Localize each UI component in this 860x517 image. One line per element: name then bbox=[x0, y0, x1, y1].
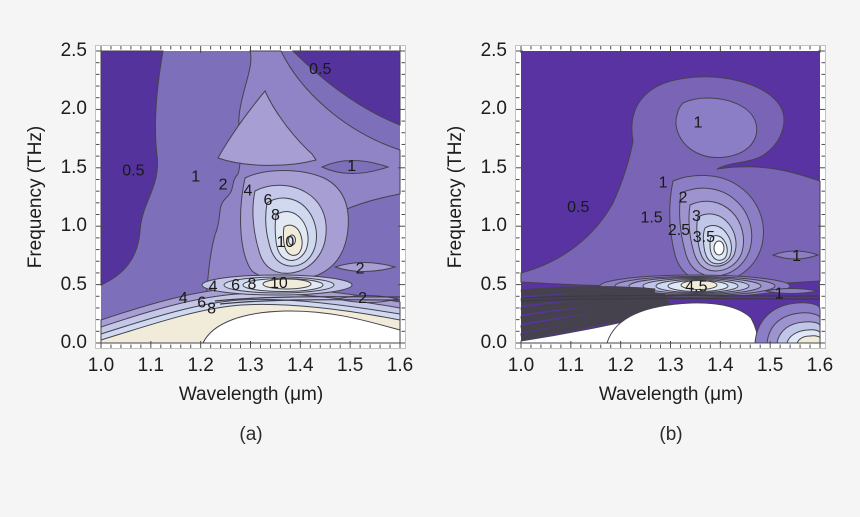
y-tick-label: 1.0 bbox=[480, 215, 507, 237]
y-axis-title: Frequency (THz) bbox=[445, 125, 466, 269]
contour-band bbox=[202, 310, 401, 344]
y-tick-label: 0.5 bbox=[480, 273, 507, 295]
y-tick-label: 1.5 bbox=[60, 156, 87, 178]
panel-b: 1 0.5 1 2 1.5 3 2.5 3.5 4.5 1 1 Frequency (THz) Wa… bbox=[420, 0, 850, 517]
x-axis-title: Wavelength (μm) bbox=[598, 384, 744, 405]
x-axis-title: Wavelength (μm) bbox=[178, 384, 324, 405]
contour-level-label: 1 bbox=[191, 168, 200, 185]
contour-level-label: 1 bbox=[659, 174, 668, 191]
y-tick-label: 2.0 bbox=[480, 98, 507, 120]
contour-level-label: 1 bbox=[775, 285, 784, 302]
contour-level-label: 2 bbox=[356, 261, 365, 278]
contour-level-label: 8 bbox=[271, 207, 280, 224]
plot-frame bbox=[515, 45, 826, 349]
y-tick-label: 1.5 bbox=[480, 156, 507, 178]
contour-level-label: 6 bbox=[231, 277, 240, 294]
x-tick-label: 1.6 bbox=[386, 355, 414, 376]
x-tick-label: 1.5 bbox=[336, 355, 364, 376]
y-tick-label: 1.0 bbox=[60, 215, 87, 237]
contour-band bbox=[771, 250, 820, 260]
x-tick-label: 1.6 bbox=[806, 355, 834, 376]
contour-band bbox=[764, 288, 819, 294]
y-tick-label: 2.0 bbox=[60, 98, 87, 120]
contour-band bbox=[713, 240, 725, 256]
x-tick-label: 1.3 bbox=[237, 355, 264, 376]
contour-level-label: 1.5 bbox=[640, 209, 662, 226]
x-tick-label: 1.4 bbox=[287, 355, 314, 376]
y-tick-label: 2.5 bbox=[60, 40, 87, 61]
contour-level-label: 1 bbox=[693, 115, 702, 132]
contour-line bbox=[520, 300, 670, 324]
x-tick-label: 1.0 bbox=[507, 355, 535, 376]
y-tick-label: 2.5 bbox=[480, 40, 507, 61]
contour-band bbox=[100, 50, 164, 286]
contour-level-label: 0.5 bbox=[567, 199, 589, 216]
contour-level-label: 2 bbox=[679, 190, 688, 207]
contour-level-label: 8 bbox=[207, 300, 216, 317]
contour-level-label: 3.5 bbox=[693, 229, 715, 246]
contour-line bbox=[520, 297, 821, 302]
contour-level-label: 2.5 bbox=[668, 222, 690, 239]
contour-line bbox=[219, 299, 401, 305]
contour-level-label: 3 bbox=[692, 208, 701, 225]
contour-line bbox=[520, 294, 821, 299]
contour-line bbox=[520, 285, 656, 297]
x-tick-label: 1.0 bbox=[87, 355, 115, 376]
contour-level-label: 4.5 bbox=[685, 278, 707, 295]
y-axis-title: Frequency (THz) bbox=[25, 125, 46, 269]
contour-band bbox=[288, 234, 296, 246]
x-tick-label: 1.2 bbox=[607, 355, 634, 376]
contour-line bbox=[520, 297, 668, 315]
contour-line bbox=[214, 296, 401, 302]
x-tick-label: 1.4 bbox=[707, 355, 734, 376]
contour-band bbox=[796, 335, 821, 344]
contour-level-label: 2 bbox=[219, 177, 228, 194]
contour-band bbox=[680, 280, 718, 290]
x-tick-label: 1.2 bbox=[187, 355, 214, 376]
contour-band bbox=[675, 97, 758, 159]
contour-level-label: 10 bbox=[276, 234, 294, 251]
x-tick-label: 1.1 bbox=[557, 355, 585, 376]
contour-level-label: 1 bbox=[792, 248, 801, 265]
contour-band bbox=[606, 302, 759, 344]
contour-field-a bbox=[96, 46, 405, 348]
contour-level-label: 2 bbox=[358, 290, 367, 307]
contour-level-label: 0.5 bbox=[309, 61, 331, 78]
contour-level-label: 8 bbox=[248, 276, 257, 293]
axes-frame bbox=[95, 45, 406, 349]
x-tick-label: 1.1 bbox=[137, 355, 165, 376]
contour-level-label: 10 bbox=[270, 275, 288, 292]
contour-field-b bbox=[516, 46, 825, 348]
contour-band bbox=[262, 278, 312, 290]
contour-level-label: 6 bbox=[197, 295, 206, 312]
contour-band bbox=[333, 262, 397, 272]
contour-level-label: 0.5 bbox=[122, 163, 144, 180]
contour-level-label: 1 bbox=[347, 158, 356, 175]
contour-level-label: 4 bbox=[209, 278, 218, 295]
x-tick-label: 1.5 bbox=[756, 355, 784, 376]
panel-caption: (b) bbox=[659, 424, 683, 445]
contour-band bbox=[291, 50, 401, 126]
contour-level-label: 4 bbox=[244, 182, 253, 199]
contour-band bbox=[320, 160, 390, 174]
axes-frame bbox=[515, 45, 826, 349]
panel-caption: (a) bbox=[239, 424, 263, 445]
y-tick-label: 0.5 bbox=[60, 273, 87, 295]
y-tick-label: 0.0 bbox=[480, 332, 507, 353]
contour-level-label: 4 bbox=[179, 290, 188, 307]
y-tick-label: 0.0 bbox=[60, 332, 87, 353]
contour-level-label: 6 bbox=[263, 192, 272, 209]
plot-frame bbox=[95, 45, 406, 349]
x-tick-label: 1.3 bbox=[657, 355, 684, 376]
contour-band bbox=[217, 90, 317, 166]
panel-a: 0.5 0.5 1 2 4 6 8 10 1 2 2 4 6 8 10 4 6 8 Frequency (THz)… bbox=[25, 40, 414, 445]
